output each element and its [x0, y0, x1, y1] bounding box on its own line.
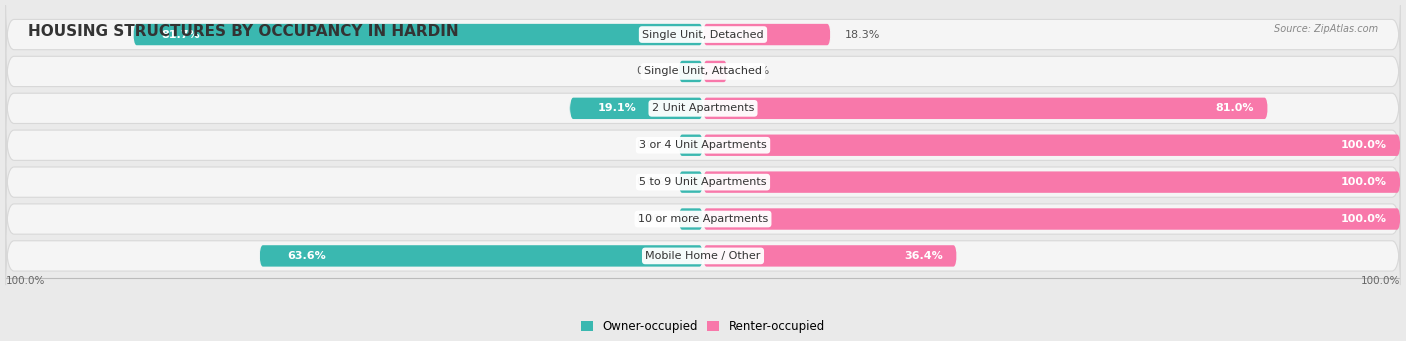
Text: Single Unit, Detached: Single Unit, Detached	[643, 30, 763, 40]
FancyBboxPatch shape	[703, 245, 957, 267]
FancyBboxPatch shape	[6, 190, 1400, 248]
FancyBboxPatch shape	[703, 172, 1400, 193]
FancyBboxPatch shape	[703, 208, 1400, 230]
FancyBboxPatch shape	[679, 208, 703, 230]
FancyBboxPatch shape	[6, 42, 1400, 101]
Text: HOUSING STRUCTURES BY OCCUPANCY IN HARDIN: HOUSING STRUCTURES BY OCCUPANCY IN HARDI…	[28, 24, 458, 39]
FancyBboxPatch shape	[703, 61, 727, 82]
FancyBboxPatch shape	[260, 245, 703, 267]
FancyBboxPatch shape	[703, 24, 831, 45]
Text: 18.3%: 18.3%	[845, 30, 880, 40]
Text: 0.0%: 0.0%	[637, 66, 665, 76]
FancyBboxPatch shape	[569, 98, 703, 119]
Text: 100.0%: 100.0%	[1340, 140, 1386, 150]
Text: Single Unit, Attached: Single Unit, Attached	[644, 66, 762, 76]
FancyBboxPatch shape	[6, 153, 1400, 211]
Text: 0.0%: 0.0%	[637, 177, 665, 187]
Text: 100.0%: 100.0%	[1361, 276, 1400, 286]
FancyBboxPatch shape	[679, 172, 703, 193]
Text: 3 or 4 Unit Apartments: 3 or 4 Unit Apartments	[640, 140, 766, 150]
Text: 81.0%: 81.0%	[1215, 103, 1254, 113]
Text: 0.0%: 0.0%	[741, 66, 769, 76]
Text: 100.0%: 100.0%	[1340, 177, 1386, 187]
FancyBboxPatch shape	[6, 116, 1400, 174]
FancyBboxPatch shape	[679, 135, 703, 156]
Text: 0.0%: 0.0%	[637, 140, 665, 150]
Text: Mobile Home / Other: Mobile Home / Other	[645, 251, 761, 261]
FancyBboxPatch shape	[703, 135, 1400, 156]
FancyBboxPatch shape	[6, 227, 1400, 285]
Text: 100.0%: 100.0%	[1340, 214, 1386, 224]
FancyBboxPatch shape	[679, 61, 703, 82]
Text: Source: ZipAtlas.com: Source: ZipAtlas.com	[1274, 24, 1378, 34]
FancyBboxPatch shape	[6, 79, 1400, 137]
FancyBboxPatch shape	[6, 5, 1400, 64]
Text: 81.7%: 81.7%	[162, 30, 200, 40]
Text: 5 to 9 Unit Apartments: 5 to 9 Unit Apartments	[640, 177, 766, 187]
Text: 100.0%: 100.0%	[6, 276, 45, 286]
Text: 63.6%: 63.6%	[287, 251, 326, 261]
Text: 2 Unit Apartments: 2 Unit Apartments	[652, 103, 754, 113]
Legend: Owner-occupied, Renter-occupied: Owner-occupied, Renter-occupied	[576, 316, 830, 338]
Text: 10 or more Apartments: 10 or more Apartments	[638, 214, 768, 224]
Text: 19.1%: 19.1%	[598, 103, 637, 113]
Text: 36.4%: 36.4%	[904, 251, 943, 261]
Text: 0.0%: 0.0%	[637, 214, 665, 224]
FancyBboxPatch shape	[703, 98, 1268, 119]
FancyBboxPatch shape	[134, 24, 703, 45]
